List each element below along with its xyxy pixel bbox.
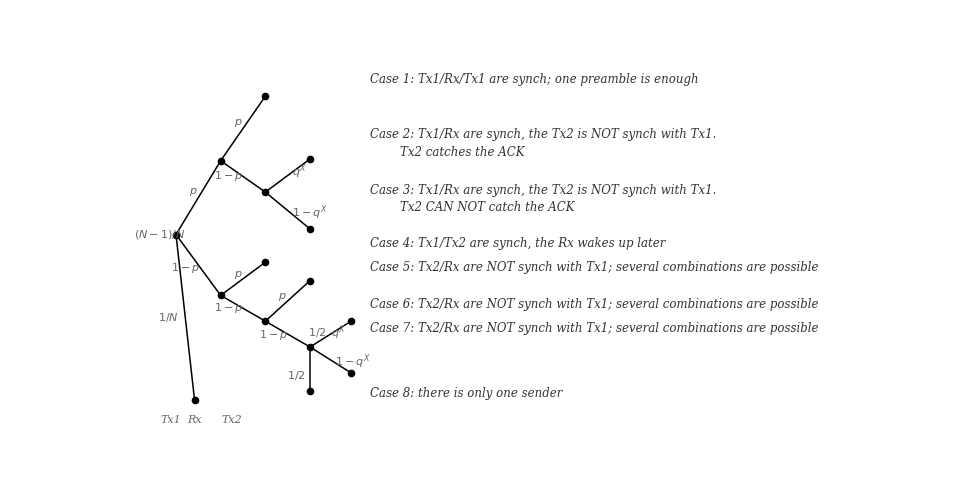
Text: $q^X$: $q^X$ — [331, 323, 346, 342]
Text: $p$: $p$ — [188, 186, 197, 198]
Text: Case 6: Tx2/Rx are NOT synch with Tx1; several combinations are possible: Case 6: Tx2/Rx are NOT synch with Tx1; s… — [370, 298, 818, 311]
Text: $p$: $p$ — [278, 291, 286, 303]
Text: $(N-1)/N$: $(N-1)/N$ — [134, 228, 185, 241]
Text: $1-q^X$: $1-q^X$ — [334, 352, 371, 371]
Text: $1-p$: $1-p$ — [214, 169, 243, 183]
Text: $q^X$: $q^X$ — [292, 163, 308, 182]
Text: Case 2: Tx1/Rx are synch, the Tx2 is NOT synch with Tx1.: Case 2: Tx1/Rx are synch, the Tx2 is NOT… — [370, 128, 716, 141]
Text: $1/N$: $1/N$ — [159, 311, 180, 324]
Text: Rx: Rx — [187, 415, 202, 425]
Text: Tx2 CAN NOT catch the ACK: Tx2 CAN NOT catch the ACK — [370, 202, 574, 215]
Text: Case 4: Tx1/Tx2 are synch, the Rx wakes up later: Case 4: Tx1/Tx2 are synch, the Rx wakes … — [370, 237, 665, 250]
Text: Tx1: Tx1 — [160, 415, 181, 425]
Text: $1-p$: $1-p$ — [214, 301, 243, 315]
Text: Tx2: Tx2 — [221, 415, 242, 425]
Text: $1-p$: $1-p$ — [259, 329, 288, 342]
Text: Case 7: Tx2/Rx are NOT synch with Tx1; several combinations are possible: Case 7: Tx2/Rx are NOT synch with Tx1; s… — [370, 322, 818, 335]
Text: Case 3: Tx1/Rx are synch, the Tx2 is NOT synch with Tx1.: Case 3: Tx1/Rx are synch, the Tx2 is NOT… — [370, 184, 716, 197]
Text: $1-q^X$: $1-q^X$ — [292, 203, 328, 222]
Text: $p$: $p$ — [234, 269, 242, 281]
Text: Case 8: there is only one sender: Case 8: there is only one sender — [370, 387, 562, 399]
Text: Case 5: Tx2/Rx are NOT synch with Tx1; several combinations are possible: Case 5: Tx2/Rx are NOT synch with Tx1; s… — [370, 261, 818, 274]
Text: Tx2 catches the ACK: Tx2 catches the ACK — [370, 146, 524, 159]
Text: $1-p$: $1-p$ — [171, 261, 200, 275]
Text: $p$: $p$ — [234, 117, 242, 129]
Text: Case 1: Tx1/Rx/Tx1 are synch; one preamble is enough: Case 1: Tx1/Rx/Tx1 are synch; one preamb… — [370, 73, 699, 86]
Text: $1/2$: $1/2$ — [308, 326, 327, 339]
Text: $1/2$: $1/2$ — [287, 368, 306, 382]
